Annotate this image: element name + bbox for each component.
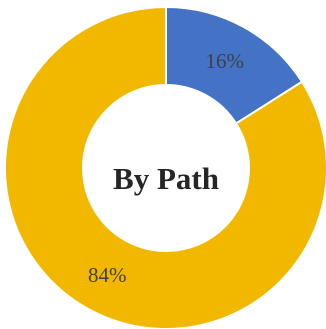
donut-data-labels: 16% 84% <box>88 49 244 287</box>
donut-slice-1 <box>165 5 304 125</box>
data-label-1: 16% <box>206 49 245 73</box>
data-label-2: 84% <box>88 263 127 287</box>
donut-slice-2 <box>4 5 326 329</box>
chart-center-title: By Path <box>113 161 219 196</box>
donut-slices <box>4 5 326 329</box>
